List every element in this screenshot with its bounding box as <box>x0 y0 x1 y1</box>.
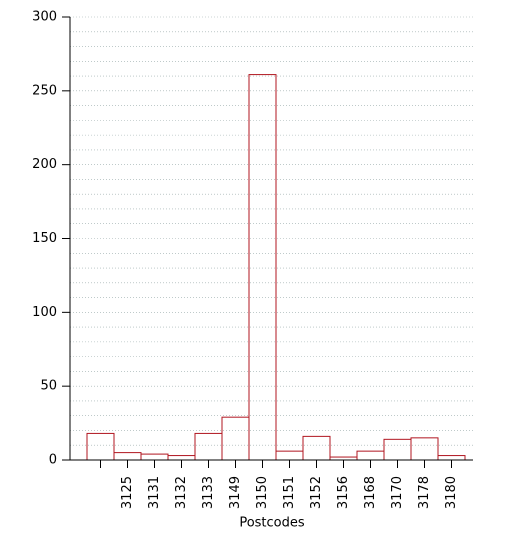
y-tick-label: 150 <box>32 231 57 246</box>
bar <box>437 455 466 461</box>
x-tick-label: 3132 <box>174 476 189 509</box>
y-tick-label: 100 <box>32 305 57 320</box>
y-tick-label: 200 <box>32 157 57 172</box>
bar <box>167 455 196 461</box>
y-tick-label: 300 <box>32 10 57 25</box>
x-tick-label: 3149 <box>228 476 243 509</box>
bar <box>410 437 439 461</box>
x-tick-label: 3125 <box>120 476 135 509</box>
bar <box>356 450 385 461</box>
y-tick-label: 0 <box>49 453 57 468</box>
x-tick-label: 3180 <box>444 476 459 509</box>
bar <box>383 438 412 461</box>
bar <box>302 435 331 461</box>
x-axis-label: Postcodes <box>239 516 305 531</box>
bar <box>113 452 142 461</box>
bar <box>140 453 169 461</box>
bar <box>194 432 223 461</box>
bar <box>275 450 304 461</box>
bar <box>86 432 115 461</box>
x-tick-label: 3150 <box>255 476 270 509</box>
bar <box>248 74 277 461</box>
x-tick-label: 3131 <box>147 476 162 509</box>
x-tick-label: 3178 <box>417 476 432 509</box>
bar <box>221 416 250 461</box>
x-tick-label: 3156 <box>336 476 351 509</box>
x-tick-label: 3151 <box>282 476 297 509</box>
y-tick-label: 250 <box>32 83 57 98</box>
x-tick-label: 3170 <box>390 476 405 509</box>
y-tick-label: 50 <box>40 379 57 394</box>
x-tick-label: 3133 <box>201 476 216 509</box>
x-tick-label: 3152 <box>309 476 324 509</box>
x-tick-label: 3168 <box>363 476 378 509</box>
